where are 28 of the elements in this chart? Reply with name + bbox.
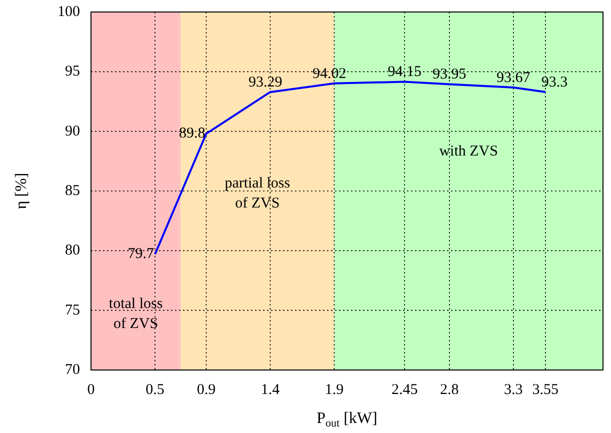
band-label: partial loss of ZVS (224, 175, 290, 212)
x-tick-label: 0.5 (146, 382, 164, 398)
data-label: 93.95 (432, 66, 466, 83)
y-tick-label: 70 (65, 362, 80, 378)
data-label: 94.02 (312, 66, 346, 82)
y-tick-label: 80 (65, 242, 80, 259)
data-label: 89.8 (178, 126, 206, 142)
y-tick-label: 95 (65, 64, 80, 80)
data-label: 93.3 (541, 74, 568, 90)
x-tick-label: 1.4 (260, 382, 280, 398)
x-tick-label: 2.8 (440, 382, 459, 398)
y-axis-title: η [%] (13, 172, 30, 210)
y-tick-label: 75 (65, 302, 80, 318)
data-label: 93.29 (248, 74, 282, 91)
y-tick-label: 100 (58, 4, 80, 20)
x-tick-label: 3.55 (532, 382, 559, 398)
data-label: 93.67 (496, 70, 531, 86)
band-label: total loss of ZVS (108, 296, 163, 332)
data-label: 79.7 (128, 246, 154, 262)
x-tick-label: 2.45 (391, 382, 418, 398)
x-tick-label: 3.3 (504, 382, 523, 398)
y-tick-label: 85 (65, 182, 80, 199)
x-tick-label: 1.9 (324, 382, 344, 398)
y-tick-label: 90 (65, 123, 80, 140)
x-tick-label: 0.9 (196, 382, 216, 398)
band-label: with ZVS (439, 144, 498, 160)
x-tick-label: 0 (87, 382, 95, 398)
data-label: 94.15 (388, 64, 422, 80)
